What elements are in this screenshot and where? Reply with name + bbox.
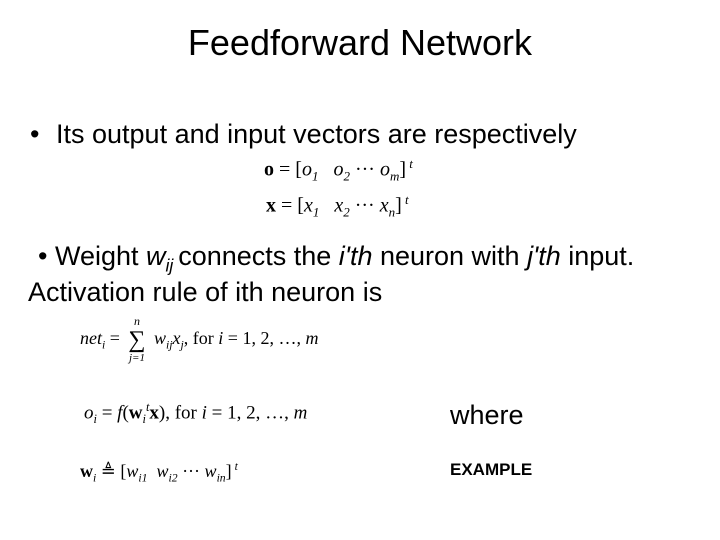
bullet-2-text: Weight wij connects the i'th neuron with… xyxy=(28,241,634,307)
equation-weight-vector: wi ≜ [wi1 wi2 ··· win] t xyxy=(80,460,238,485)
where-label: where xyxy=(450,400,524,431)
equation-output: oi = f(witx), for i = 1, 2, …, m xyxy=(84,400,307,427)
bullet-1: • Its output and input vectors are respe… xyxy=(30,118,577,150)
bullet-dot: • xyxy=(38,241,47,271)
equation-x-vector: x = [x1 x2 ··· xn] t xyxy=(266,192,409,221)
slide-title: Feedforward Network xyxy=(0,0,720,64)
bullet-dot: • xyxy=(30,118,39,150)
sigma-icon: n∑j=1 xyxy=(128,328,145,352)
bullet-2: • Weight wij connects the i'th neuron wi… xyxy=(28,240,688,309)
bullet-1-text: Its output and input vectors are respect… xyxy=(56,118,577,150)
equation-o-vector: o = [o1 o2 ··· om] t xyxy=(264,156,413,185)
example-label: EXAMPLE xyxy=(450,460,532,480)
equation-net: neti = n∑j=1 wijxj, for i = 1, 2, …, m xyxy=(80,328,318,352)
slide: Feedforward Network • Its output and inp… xyxy=(0,0,720,540)
x-lhs: x xyxy=(266,195,276,217)
o-lhs: o xyxy=(264,159,274,181)
